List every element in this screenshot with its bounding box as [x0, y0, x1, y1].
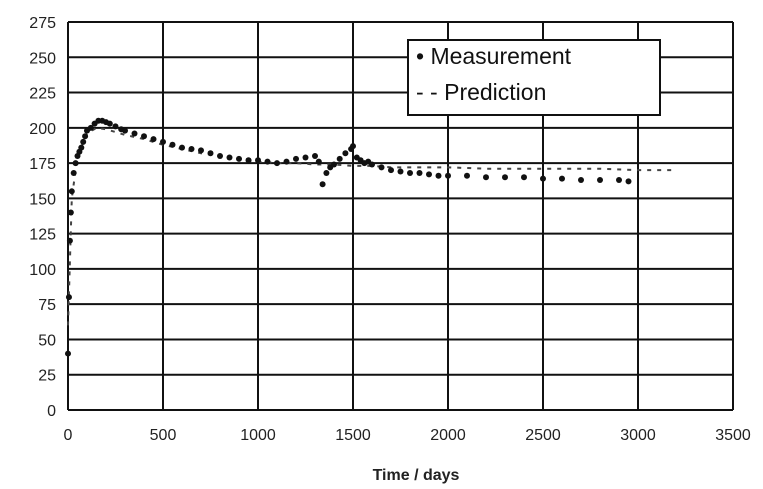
y-tick-label: 275	[29, 15, 56, 32]
x-tick-label: 2000	[430, 427, 466, 444]
measurement-point	[388, 167, 394, 174]
legend-measurement-label: • Measurement	[416, 43, 572, 69]
legend-box	[407, 39, 661, 116]
measurement-point	[179, 144, 185, 151]
measurement-point	[426, 171, 432, 178]
x-tick-label: 2500	[525, 427, 561, 444]
measurement-point	[397, 168, 404, 175]
y-tick-label: 150	[29, 191, 56, 208]
measurement-point	[87, 124, 94, 131]
y-tick-label: 25	[38, 368, 56, 385]
x-tick-label: 1000	[240, 427, 276, 444]
measurement-point	[302, 154, 309, 161]
measurement-point	[150, 136, 157, 143]
measurement-point	[435, 172, 442, 179]
measurement-point	[236, 155, 242, 162]
y-tick-label: 0	[47, 403, 56, 420]
measurement-point	[72, 160, 79, 167]
measurement-point	[264, 158, 271, 165]
measurement-point	[350, 143, 356, 150]
measurement-point	[198, 147, 204, 154]
measurement-point	[131, 130, 138, 137]
measurement-point	[141, 133, 147, 140]
measurement-point	[369, 161, 375, 168]
y-tick-label: 225	[29, 86, 56, 103]
measurement-point	[625, 178, 632, 185]
y-tick-label: 200	[29, 121, 56, 138]
y-tick-label: 250	[29, 50, 56, 67]
measurement-point	[160, 138, 166, 145]
x-tick-label: 0	[64, 427, 73, 444]
y-tick-label: 125	[29, 227, 56, 244]
x-tick-label: 3000	[620, 427, 656, 444]
measurement-point	[207, 150, 214, 157]
measurement-point	[67, 209, 74, 216]
measurement-point	[80, 138, 87, 145]
measurement-point	[169, 141, 176, 148]
measurement-point	[66, 237, 73, 244]
measurement-point	[464, 172, 470, 179]
measurement-point	[122, 127, 128, 134]
y-tick-label: 75	[38, 297, 56, 314]
x-tick-label: 3500	[715, 427, 751, 444]
measurement-point	[217, 153, 223, 160]
measurement-point	[336, 155, 343, 162]
x-axis-label: Time / days	[373, 467, 460, 484]
measurement-point	[407, 169, 413, 176]
measurement-point	[274, 160, 280, 167]
prediction-line	[67, 126, 676, 326]
y-tick-label: 100	[29, 262, 56, 279]
measurement-point	[70, 169, 77, 176]
measurement-point	[315, 158, 322, 165]
measurement-point	[616, 177, 622, 184]
legend: • Measurement - - Prediction	[407, 39, 661, 116]
measurement-point	[65, 294, 72, 301]
measurement-point	[68, 188, 75, 195]
measurement-point	[521, 174, 527, 181]
measurement-point	[188, 145, 195, 152]
measurement-point	[445, 172, 451, 179]
measurement-point	[78, 144, 85, 151]
measurement-point	[483, 174, 489, 181]
measurement-point	[293, 155, 299, 162]
measurement-point	[312, 153, 318, 160]
y-tick-labels: 0 25 50 75 100 125 150 175 200 225 250 275	[29, 15, 56, 420]
measurement-point	[597, 177, 603, 184]
measurement-point	[559, 175, 565, 182]
measurement-point	[112, 123, 119, 130]
y-tick-label: 175	[29, 156, 56, 173]
legend-prediction-label: - - Prediction	[416, 79, 546, 105]
measurement-point	[416, 169, 423, 176]
measurement-point	[342, 150, 349, 157]
x-tick-label: 500	[150, 427, 177, 444]
measurement-point	[65, 350, 71, 357]
measurement-point	[283, 158, 290, 165]
measurement-point	[82, 133, 89, 140]
measurement-point	[255, 157, 261, 164]
grid-lines	[67, 21, 734, 411]
measurement-point	[245, 157, 252, 164]
measurement-point	[319, 181, 326, 188]
measurement-point	[331, 161, 337, 168]
measurement-point	[578, 177, 584, 184]
measurement-point	[323, 169, 330, 176]
measurement-point	[502, 174, 508, 181]
x-tick-label: 1500	[335, 427, 371, 444]
measurement-series	[65, 117, 632, 357]
measurement-point	[106, 120, 113, 127]
prediction-series	[67, 126, 676, 326]
x-tick-labels: 0 500 1000 1500 2000 2500 3000 3500	[64, 427, 751, 444]
y-tick-label: 50	[38, 332, 56, 349]
measurement-point	[378, 164, 385, 171]
measurement-point	[540, 175, 546, 182]
measurement-point	[226, 154, 233, 161]
